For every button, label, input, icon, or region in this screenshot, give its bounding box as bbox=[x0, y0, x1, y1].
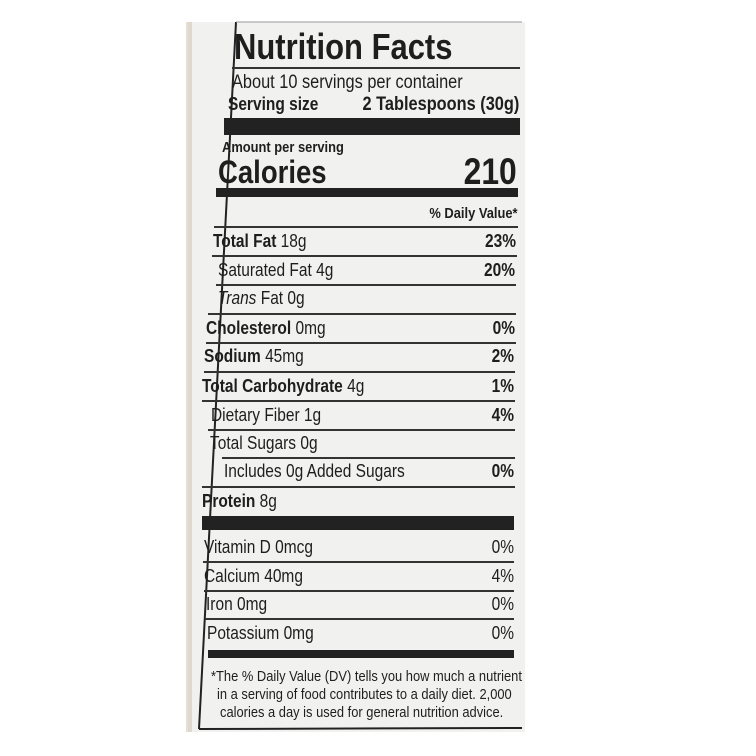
nutrient-name: Saturated Fat bbox=[218, 260, 312, 280]
package-edge bbox=[186, 22, 192, 732]
serving-size-label: Serving size bbox=[228, 94, 319, 114]
nutrient-amount: 4g bbox=[347, 376, 365, 396]
thick-divider bbox=[224, 118, 520, 135]
nutrient-dv: 4% bbox=[491, 405, 514, 425]
serving-size-value: 2 Tablespoons (30g) bbox=[362, 94, 519, 115]
nutrient-dv: 20% bbox=[484, 260, 515, 280]
servings-per-container: About 10 servings per container bbox=[232, 72, 463, 93]
nutrition-label-background bbox=[188, 22, 525, 732]
nutrient-name: Total Sugars bbox=[210, 433, 297, 453]
divider bbox=[212, 255, 517, 257]
divider bbox=[206, 342, 516, 344]
nutrient-amount: 4g bbox=[316, 260, 334, 280]
vitamin-name: Calcium 40mg bbox=[204, 566, 303, 586]
divider bbox=[205, 618, 514, 620]
divider bbox=[208, 313, 516, 315]
footnote-line: in a serving of food contributes to a da… bbox=[217, 686, 512, 703]
nutrient-amount: 18g bbox=[280, 231, 307, 251]
nutrient-dv: 2% bbox=[491, 346, 514, 366]
divider bbox=[204, 590, 514, 592]
footnote-line: calories a day is used for general nutri… bbox=[220, 704, 504, 721]
nutrient-name: Dietary Fiber bbox=[211, 405, 300, 425]
footnote-line: *The % Daily Value (DV) tells you how mu… bbox=[211, 668, 522, 685]
vitamin-dv: 0% bbox=[491, 594, 514, 614]
nutrient-amount: 1g bbox=[303, 405, 322, 425]
nutrient-dv: 0% bbox=[491, 461, 514, 481]
calories-label: Calories bbox=[218, 154, 327, 190]
nutrient-amount: 0g bbox=[287, 288, 305, 308]
nutrient-amount: 45mg bbox=[265, 346, 304, 366]
nutrient-name: Includes 0g Added Sugars bbox=[224, 461, 405, 481]
nutrient-name: Total Carbohydrate bbox=[202, 376, 343, 396]
nutrient-amount: 0g bbox=[300, 433, 318, 453]
nutrient-amount: 8g bbox=[259, 491, 277, 511]
vitamin-name: Potassium 0mg bbox=[207, 623, 314, 643]
thick-divider bbox=[202, 516, 514, 530]
vitamin-name: Iron 0mg bbox=[206, 594, 268, 614]
divider bbox=[216, 284, 516, 286]
divider bbox=[222, 457, 515, 459]
medium-divider bbox=[216, 188, 518, 197]
divider bbox=[208, 429, 515, 431]
calories-value: 210 bbox=[463, 151, 517, 192]
divider bbox=[204, 371, 515, 373]
nutrient-dv: 1% bbox=[491, 376, 514, 396]
divider bbox=[203, 561, 514, 563]
amount-per-serving: Amount per serving bbox=[222, 139, 344, 156]
divider bbox=[214, 226, 518, 228]
nutrient-name: Sodium bbox=[204, 346, 261, 366]
vitamin-dv: 4% bbox=[491, 566, 514, 586]
divider bbox=[202, 400, 515, 402]
nutrient-amount: 0mg bbox=[295, 318, 326, 338]
divider bbox=[232, 67, 520, 69]
vitamin-dv: 0% bbox=[491, 537, 514, 557]
nutrient-dv: 23% bbox=[485, 231, 516, 251]
vitamin-name: Vitamin D 0mcg bbox=[204, 537, 313, 557]
vitamin-dv: 0% bbox=[491, 623, 514, 643]
nutrient-name: Protein bbox=[202, 491, 256, 511]
divider bbox=[202, 486, 515, 488]
daily-value-header: % Daily Value* bbox=[429, 205, 518, 222]
nutrient-dv: 0% bbox=[492, 318, 515, 338]
medium-divider bbox=[208, 650, 514, 658]
label-title: Nutrition Facts bbox=[234, 26, 453, 67]
nutrient-name: Trans bbox=[218, 288, 257, 308]
nutrient-name-rest: Fat bbox=[260, 288, 284, 308]
nutrient-name: Total Fat bbox=[213, 231, 277, 251]
nutrient-name: Cholesterol bbox=[206, 318, 292, 338]
